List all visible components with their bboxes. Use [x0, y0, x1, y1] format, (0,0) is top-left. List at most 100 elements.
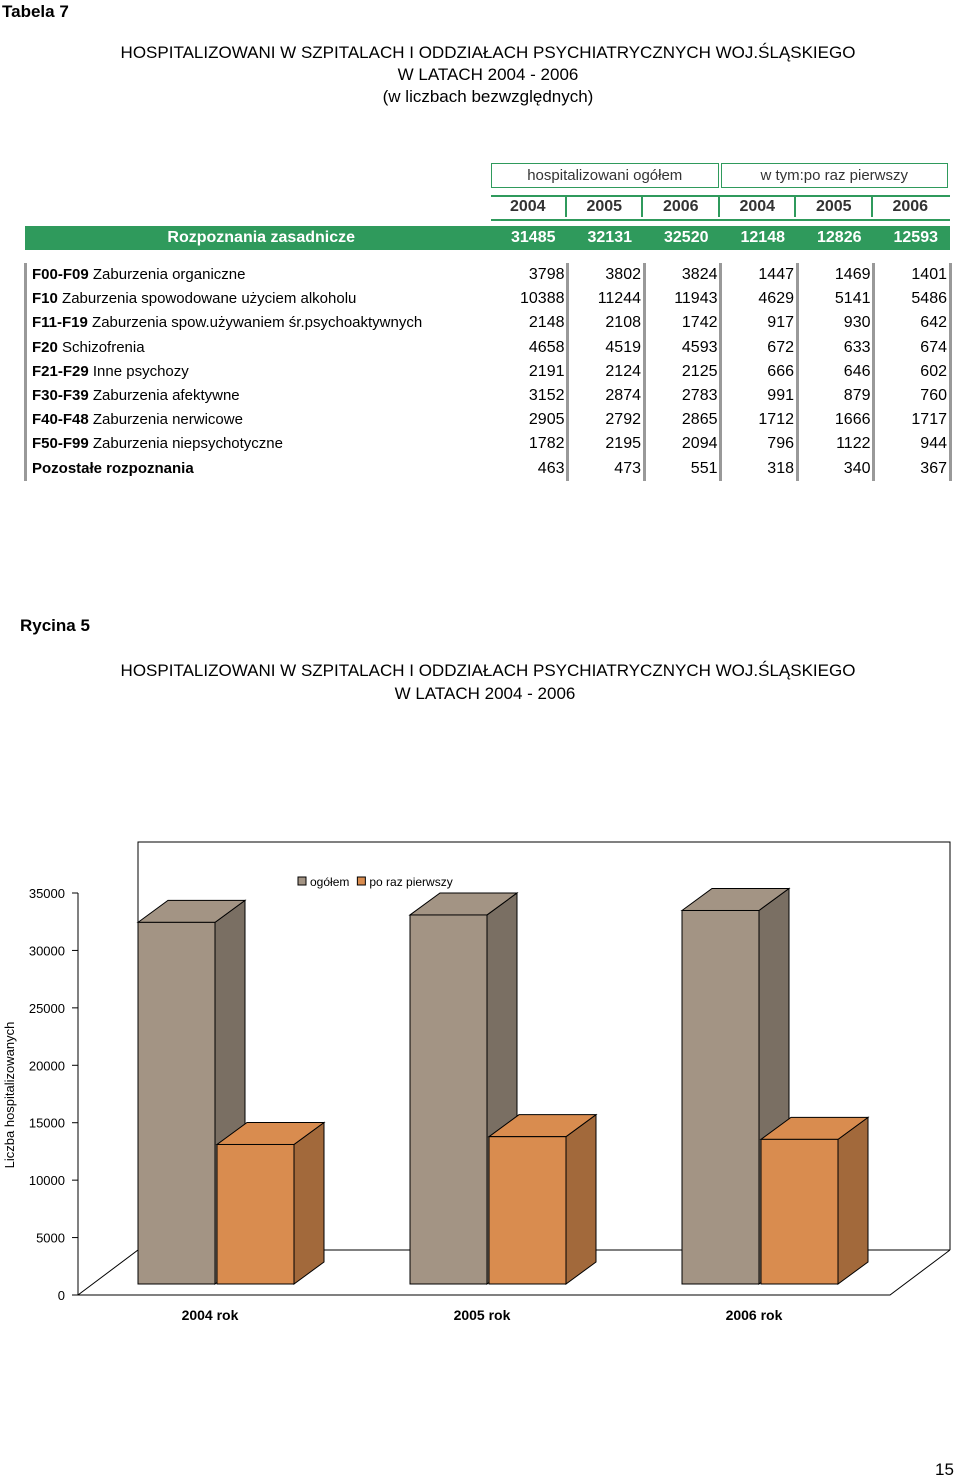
row-name: Inne psychozy [92, 362, 189, 380]
cell-value: 674 [920, 338, 947, 356]
y-tick-label: 30000 [29, 943, 65, 958]
cell-value: 2125 [681, 362, 718, 380]
column-separator [642, 263, 646, 481]
row-label: F40-F48 Zaburzenia nerwicowe [32, 408, 243, 432]
column-separator [872, 263, 875, 481]
row-code: F30-F39 [32, 387, 89, 404]
y-tick-label: 20000 [29, 1058, 65, 1073]
cell-value: 666 [767, 362, 794, 380]
total-value: 32520 [664, 229, 709, 246]
page-number: 15 [935, 1460, 954, 1478]
total-value: 12826 [817, 229, 862, 246]
cell-value: 2874 [605, 387, 641, 404]
cell-value: 318 [767, 459, 794, 477]
cell-value: 2108 [605, 314, 641, 332]
cell-value: 11244 [597, 290, 641, 308]
year-header: 2006 [644, 197, 720, 217]
y-axis-label: Liczba hospitalizowanych [2, 1022, 17, 1169]
cell-value: 1782 [528, 435, 565, 453]
cell-value: 3798 [528, 266, 565, 283]
cell-value: 991 [767, 387, 794, 404]
cell-value: 340 [843, 459, 871, 477]
cell-value: 1742 [681, 314, 718, 332]
cell-value: 3824 [681, 266, 718, 283]
column-separator [948, 263, 952, 481]
row-name: Zaburzenia nerwicowe [92, 411, 243, 429]
cell-value: 5486 [911, 290, 947, 308]
cell-value: 4593 [681, 338, 718, 356]
bar-side-shade [566, 1114, 596, 1284]
column-separator [566, 263, 569, 481]
row-name: Zaburzenia spowodowane użyciem alkoholu [62, 290, 357, 308]
chart-title: W LATACH 2004 - 2006 [394, 684, 576, 703]
cell-value: 646 [843, 362, 871, 380]
y-tick-label: 5000 [36, 1231, 65, 1246]
bar [409, 914, 488, 1285]
cell-value: 2191 [528, 362, 565, 380]
cell-value: 1712 [758, 411, 794, 429]
column-separator [719, 263, 722, 481]
table-title: HOSPITALIZOWANI W SZPITALACH I ODDZIAŁAC… [120, 43, 856, 62]
row-code: F10 [32, 290, 58, 308]
cell-value: 4629 [758, 290, 794, 308]
cell-value: 3152 [528, 387, 565, 404]
year-header: 2005 [797, 197, 873, 217]
group-header: hospitalizowani ogółem [491, 163, 719, 188]
row-code: F40-F48 [32, 411, 89, 429]
cell-value: 930 [843, 314, 871, 332]
cell-value: 463 [537, 459, 565, 477]
cell-value: 3802 [605, 266, 641, 283]
cell-value: 2783 [681, 387, 718, 404]
y-tick-label: 0 [58, 1288, 65, 1303]
y-tick-label: 15000 [29, 1116, 65, 1131]
group-header: w tym:po raz pierwszy [720, 163, 948, 188]
chart-title: HOSPITALIZOWANI W SZPITALACH I ODDZIAŁAC… [120, 661, 856, 680]
bar-side-shade [838, 1117, 868, 1284]
x-tick-label: 2004 rok [182, 1307, 239, 1323]
cell-value: 602 [920, 362, 947, 380]
bar [137, 921, 216, 1285]
cell-value: 10388 [520, 290, 565, 308]
bar-side-shade [294, 1122, 324, 1284]
table-left-border [24, 263, 27, 481]
table-title: W LATACH 2004 - 2006 [397, 65, 579, 84]
chart: Liczba hospitalizowanych 0 5000 10000 15000… [2, 841, 951, 1323]
cell-value: 2792 [605, 411, 641, 429]
legend-swatch [356, 876, 366, 886]
figure-label: Rycina 5 [20, 616, 90, 635]
row-label: F30-F39 Zaburzenia afektywne [32, 384, 240, 408]
cell-value: 2148 [528, 314, 565, 332]
cell-value: 879 [843, 387, 871, 404]
cell-value: 1666 [834, 411, 871, 429]
cell-value: 2094 [681, 435, 718, 453]
legend-label: ogółem [310, 875, 349, 889]
legend-label: po raz pierwszy [369, 875, 452, 889]
year-header: 2004 [491, 197, 567, 217]
row-name: Zaburzenia niepsychotyczne [92, 435, 283, 453]
cell-value: 1717 [911, 411, 947, 429]
bar [488, 1136, 567, 1285]
cell-value: 551 [690, 459, 718, 477]
x-tick-label: 2006 rok [726, 1307, 783, 1323]
row-label: F10 Zaburzenia spowodowane użyciem alkoh… [32, 287, 356, 311]
year-header: 2005 [568, 197, 643, 217]
cell-value: 672 [767, 338, 794, 356]
cell-value: 917 [767, 314, 794, 332]
row-code: Pozostałe rozpoznania [32, 459, 194, 477]
row-name: Zaburzenia spow.używaniem śr.psychoaktyw… [92, 314, 423, 332]
table-title: (w liczbach bezwzględnych) [382, 87, 594, 106]
year-header: 2006 [892, 198, 929, 215]
row-name: Zaburzenia afektywne [92, 387, 240, 404]
cell-value: 2905 [528, 411, 565, 429]
cell-value: 11943 [674, 290, 718, 308]
row-code: F20 [32, 338, 58, 356]
cell-value: 642 [920, 314, 947, 332]
row-label: Pozostałe rozpoznania [32, 457, 194, 481]
total-label: Rozpoznania zasadnicze [167, 229, 355, 246]
y-tick-label: 25000 [29, 1001, 65, 1016]
cell-value: 4519 [605, 338, 641, 356]
total-value: 31485 [511, 229, 556, 246]
row-code: F50-F99 [32, 435, 89, 453]
cell-value: 367 [920, 459, 947, 477]
